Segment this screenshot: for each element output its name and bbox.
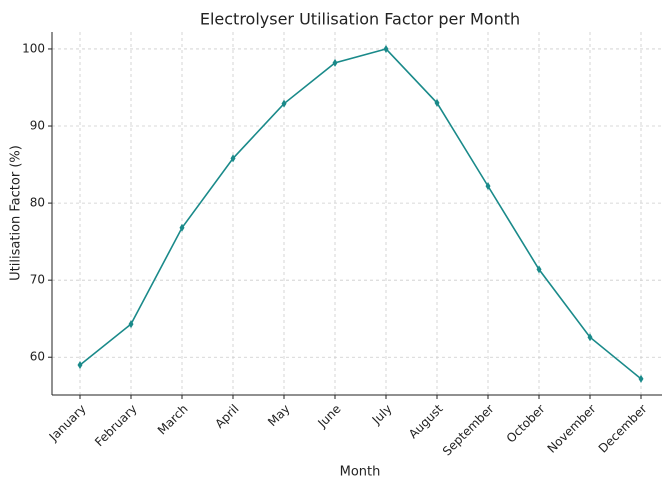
x-tick-label: October	[504, 402, 548, 446]
x-tick-label: March	[155, 402, 191, 438]
y-tick-label: 70	[30, 273, 45, 287]
marker	[485, 182, 491, 191]
marker	[587, 333, 593, 342]
x-tick-label: August	[406, 401, 446, 441]
x-tick-label: June	[315, 402, 344, 431]
x-tick-label: January	[46, 402, 89, 445]
y-tick-label: 90	[30, 119, 45, 133]
marker	[434, 98, 440, 107]
y-axis-label: Utilisation Factor (%)	[9, 145, 24, 281]
x-tick-label: September	[440, 402, 497, 459]
marker	[77, 360, 83, 369]
x-tick-label: November	[545, 402, 599, 456]
x-tick-label: February	[92, 402, 140, 450]
x-tick-label: July	[369, 402, 395, 428]
marker	[383, 44, 389, 53]
y-tick-label: 60	[30, 350, 45, 364]
x-tick-label: May	[265, 402, 292, 429]
y-tick-label: 100	[22, 41, 45, 55]
marker	[332, 58, 338, 67]
chart-title: Electrolyser Utilisation Factor per Mont…	[200, 10, 520, 29]
marker	[281, 99, 287, 108]
line	[79, 48, 642, 380]
marker	[536, 265, 542, 274]
y-tick-label: 80	[30, 196, 45, 210]
x-axis-label: Month	[340, 465, 381, 480]
marker	[230, 154, 236, 163]
x-tick-label: April	[212, 402, 241, 431]
marker	[638, 374, 644, 383]
marker	[179, 223, 185, 232]
marker	[128, 320, 134, 329]
x-tick-label: December	[596, 402, 650, 456]
